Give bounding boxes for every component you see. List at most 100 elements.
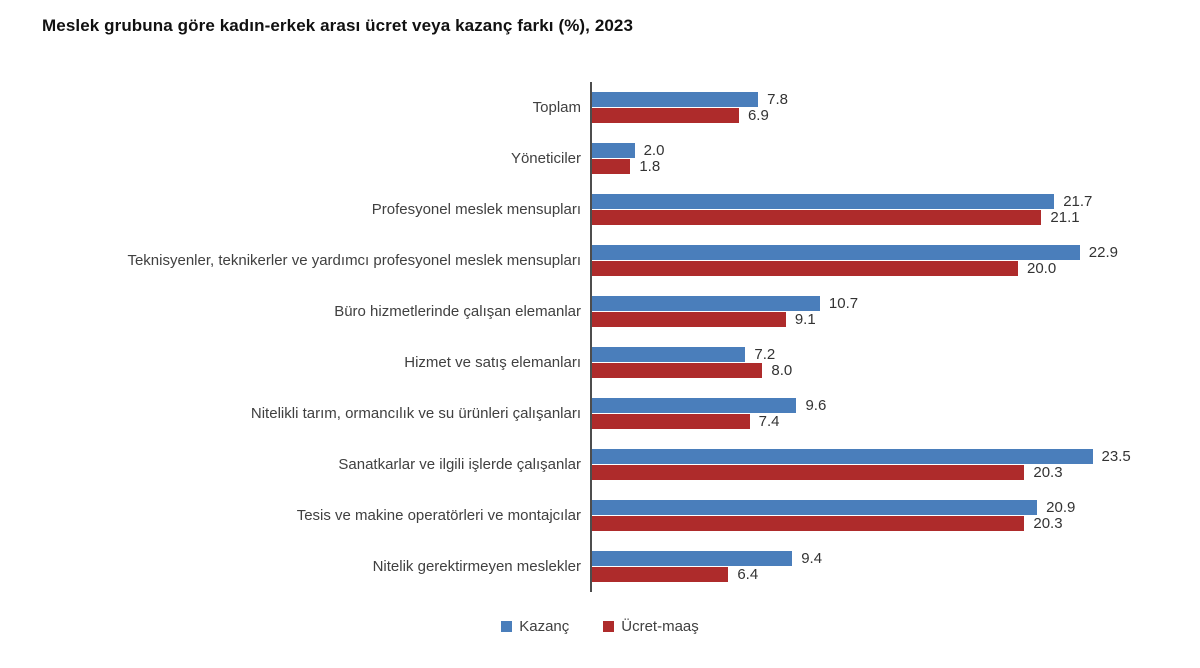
ucret-maas-bar-line: 21.1 [592,209,1200,226]
ucret-maas-bar [592,363,763,378]
bar-group: 7.8 6.9 [590,82,1200,133]
value-label: 8.0 [771,362,793,379]
bar-group: 9.6 7.4 [590,388,1200,439]
ucret-maas-bar [592,516,1025,531]
value-label: 10.7 [828,295,859,312]
category-label: Teknisyenler, teknikerler ve yardımcı pr… [127,251,581,269]
bar-row: Nitelikli tarım, ormancılık ve su ürünle… [0,388,1200,439]
plot-area: Toplam 7.8 6.9 Yöneticiler 2.0 1.8 Profesyonel… [0,82,1200,592]
ucret-maas-bar-line: 20.0 [592,260,1200,277]
kazanc-bar-line: 22.9 [592,244,1200,261]
ucret-maas-swatch-icon [603,621,615,632]
legend: Kazanç Ücret-maaş [0,618,1200,635]
kazanc-bar [592,500,1038,515]
kazanc-bar [592,551,793,566]
ucret-maas-bar-line: 20.3 [592,464,1200,481]
value-label: 7.2 [754,346,776,363]
kazanc-bar-line: 7.2 [592,346,1200,363]
value-label: 21.7 [1063,193,1093,210]
category-label: Profesyonel meslek mensupları [371,200,581,218]
kazanc-bar [592,194,1055,209]
kazanc-bar [592,92,759,107]
value-label: 20.0 [1027,260,1057,277]
value-label: 6.4 [737,566,759,583]
value-label: 6.9 [747,107,769,124]
category-label: Nitelikli tarım, ormancılık ve su ürünle… [250,404,581,422]
bar-group: 10.7 9.1 [590,286,1200,337]
value-label: 21.1 [1050,209,1080,226]
kazanc-bar [592,398,797,413]
bar-row: Tesis ve makine operatörleri ve montajcı… [0,490,1200,541]
value-label: 9.4 [801,550,823,567]
bar-row: Profesyonel meslek mensupları 21.7 21.1 [0,184,1200,235]
legend-item-kazanc: Kazanç [501,618,569,635]
category-label: Yöneticiler [510,149,581,167]
legend-label-ucret-maas: Ücret-maaş [621,618,699,635]
bar-group: 2.0 1.8 [590,133,1200,184]
value-label: 20.3 [1033,464,1063,481]
bar-row: Hizmet ve satış elemanları 7.2 8.0 [0,337,1200,388]
ucret-maas-bar [592,159,631,174]
chart-title: Meslek grubuna göre kadın-erkek arası üc… [42,16,634,35]
kazanc-bar [592,449,1093,464]
ucret-maas-bar [592,108,739,123]
bar-group: 21.7 21.1 [590,184,1200,235]
bar-group: 23.5 20.3 [590,439,1200,490]
bar-row: Sanatkarlar ve ilgili işlerde çalışanlar… [0,439,1200,490]
bar-row: Nitelik gerektirmeyen meslekler 9.4 6.4 [0,541,1200,592]
kazanc-bar [592,347,746,362]
bar-group: 22.9 20.0 [590,235,1200,286]
ucret-maas-bar-line: 6.4 [592,566,1200,583]
ucret-maas-bar [592,567,729,582]
bar-row: Teknisyenler, teknikerler ve yardımcı pr… [0,235,1200,286]
value-label: 20.3 [1033,515,1063,532]
category-label: Büro hizmetlerinde çalışan elemanlar [334,302,581,320]
ucret-maas-bar [592,210,1042,225]
bar-row: Büro hizmetlerinde çalışan elemanlar 10.7… [0,286,1200,337]
ucret-maas-bar [592,261,1018,276]
value-label: 23.5 [1101,448,1131,465]
kazanc-bar-line: 23.5 [592,448,1200,465]
kazanc-bar-line: 20.9 [592,499,1200,516]
category-label: Nitelik gerektirmeyen meslekler [372,557,581,575]
ucret-maas-bar [592,414,750,429]
kazanc-bar-line: 7.8 [592,91,1200,108]
value-label: 9.1 [794,311,816,328]
ucret-maas-bar-line: 1.8 [592,158,1200,175]
ucret-maas-bar-line: 8.0 [592,362,1200,379]
value-label: 7.4 [758,413,780,430]
kazanc-bar-line: 9.6 [592,397,1200,414]
kazanc-bar-line: 2.0 [592,142,1200,159]
kazanc-bar [592,143,635,158]
bar-row: Toplam 7.8 6.9 [0,82,1200,133]
value-label: 1.8 [639,158,661,175]
kazanc-bar [592,296,820,311]
kazanc-bar-line: 21.7 [592,193,1200,210]
value-label: 22.9 [1088,244,1118,261]
legend-label-kazanc: Kazanç [519,618,570,635]
value-label: 2.0 [643,142,665,159]
value-label: 7.8 [767,91,788,108]
kazanc-bar [592,245,1080,260]
ucret-maas-bar [592,312,786,327]
value-label: 9.6 [805,397,827,414]
ucret-maas-bar-line: 9.1 [592,311,1200,328]
category-label: Toplam [532,98,581,116]
bar-group: 7.2 8.0 [590,337,1200,388]
kazanc-swatch-icon [501,621,513,632]
bar-group: 20.9 20.3 [590,490,1200,541]
category-label: Tesis ve makine operatörleri ve montajcı… [296,506,581,524]
value-label: 20.9 [1046,499,1076,516]
bar-group: 9.4 6.4 [590,541,1200,592]
kazanc-bar-line: 9.4 [592,550,1200,567]
kazanc-bar-line: 10.7 [592,295,1200,312]
bar-row: Yöneticiler 2.0 1.8 [0,133,1200,184]
ucret-maas-bar-line: 6.9 [592,107,1200,124]
ucret-maas-bar-line: 7.4 [592,413,1200,430]
ucret-maas-bar-line: 20.3 [592,515,1200,532]
category-label: Hizmet ve satış elemanları [404,353,581,371]
category-label: Sanatkarlar ve ilgili işlerde çalışanlar [338,455,581,473]
legend-item-ucret-maas: Ücret-maaş [603,618,699,635]
ucret-maas-bar [592,465,1025,480]
